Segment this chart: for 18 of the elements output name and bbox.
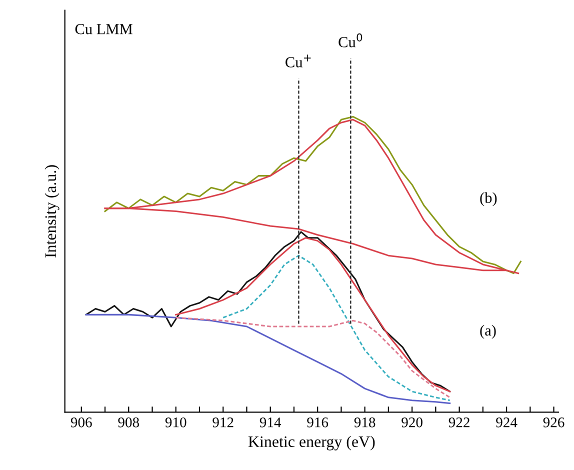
ref-line-label: Cu$^{0}$ <box>338 33 362 48</box>
x-tick-label: 926 <box>543 418 564 428</box>
x-tick-label: 908 <box>118 417 140 428</box>
text: Cu LMM <box>75 24 132 34</box>
x-tick-label: 920 <box>402 417 422 428</box>
x-tick-label: 924 <box>496 418 518 428</box>
annotation: (a) <box>480 324 496 339</box>
x-axis-title: Kinetic energy (eV) <box>248 436 375 450</box>
x-tick-label: 918 <box>354 417 376 428</box>
x-tick-label: 912 <box>212 418 234 428</box>
x-tick-label: 922 <box>448 418 470 428</box>
ref-line-label: Cu$^{+}$ <box>286 54 311 68</box>
y-axis-title: Intensity (a.u.) <box>44 165 60 258</box>
x-tick-label: 916 <box>307 418 328 428</box>
annotation: (b) <box>480 192 497 206</box>
x-tick-label: 914 <box>260 418 282 428</box>
x-tick-label: 910 <box>165 417 186 428</box>
x-tick-label: 906 <box>70 417 92 428</box>
